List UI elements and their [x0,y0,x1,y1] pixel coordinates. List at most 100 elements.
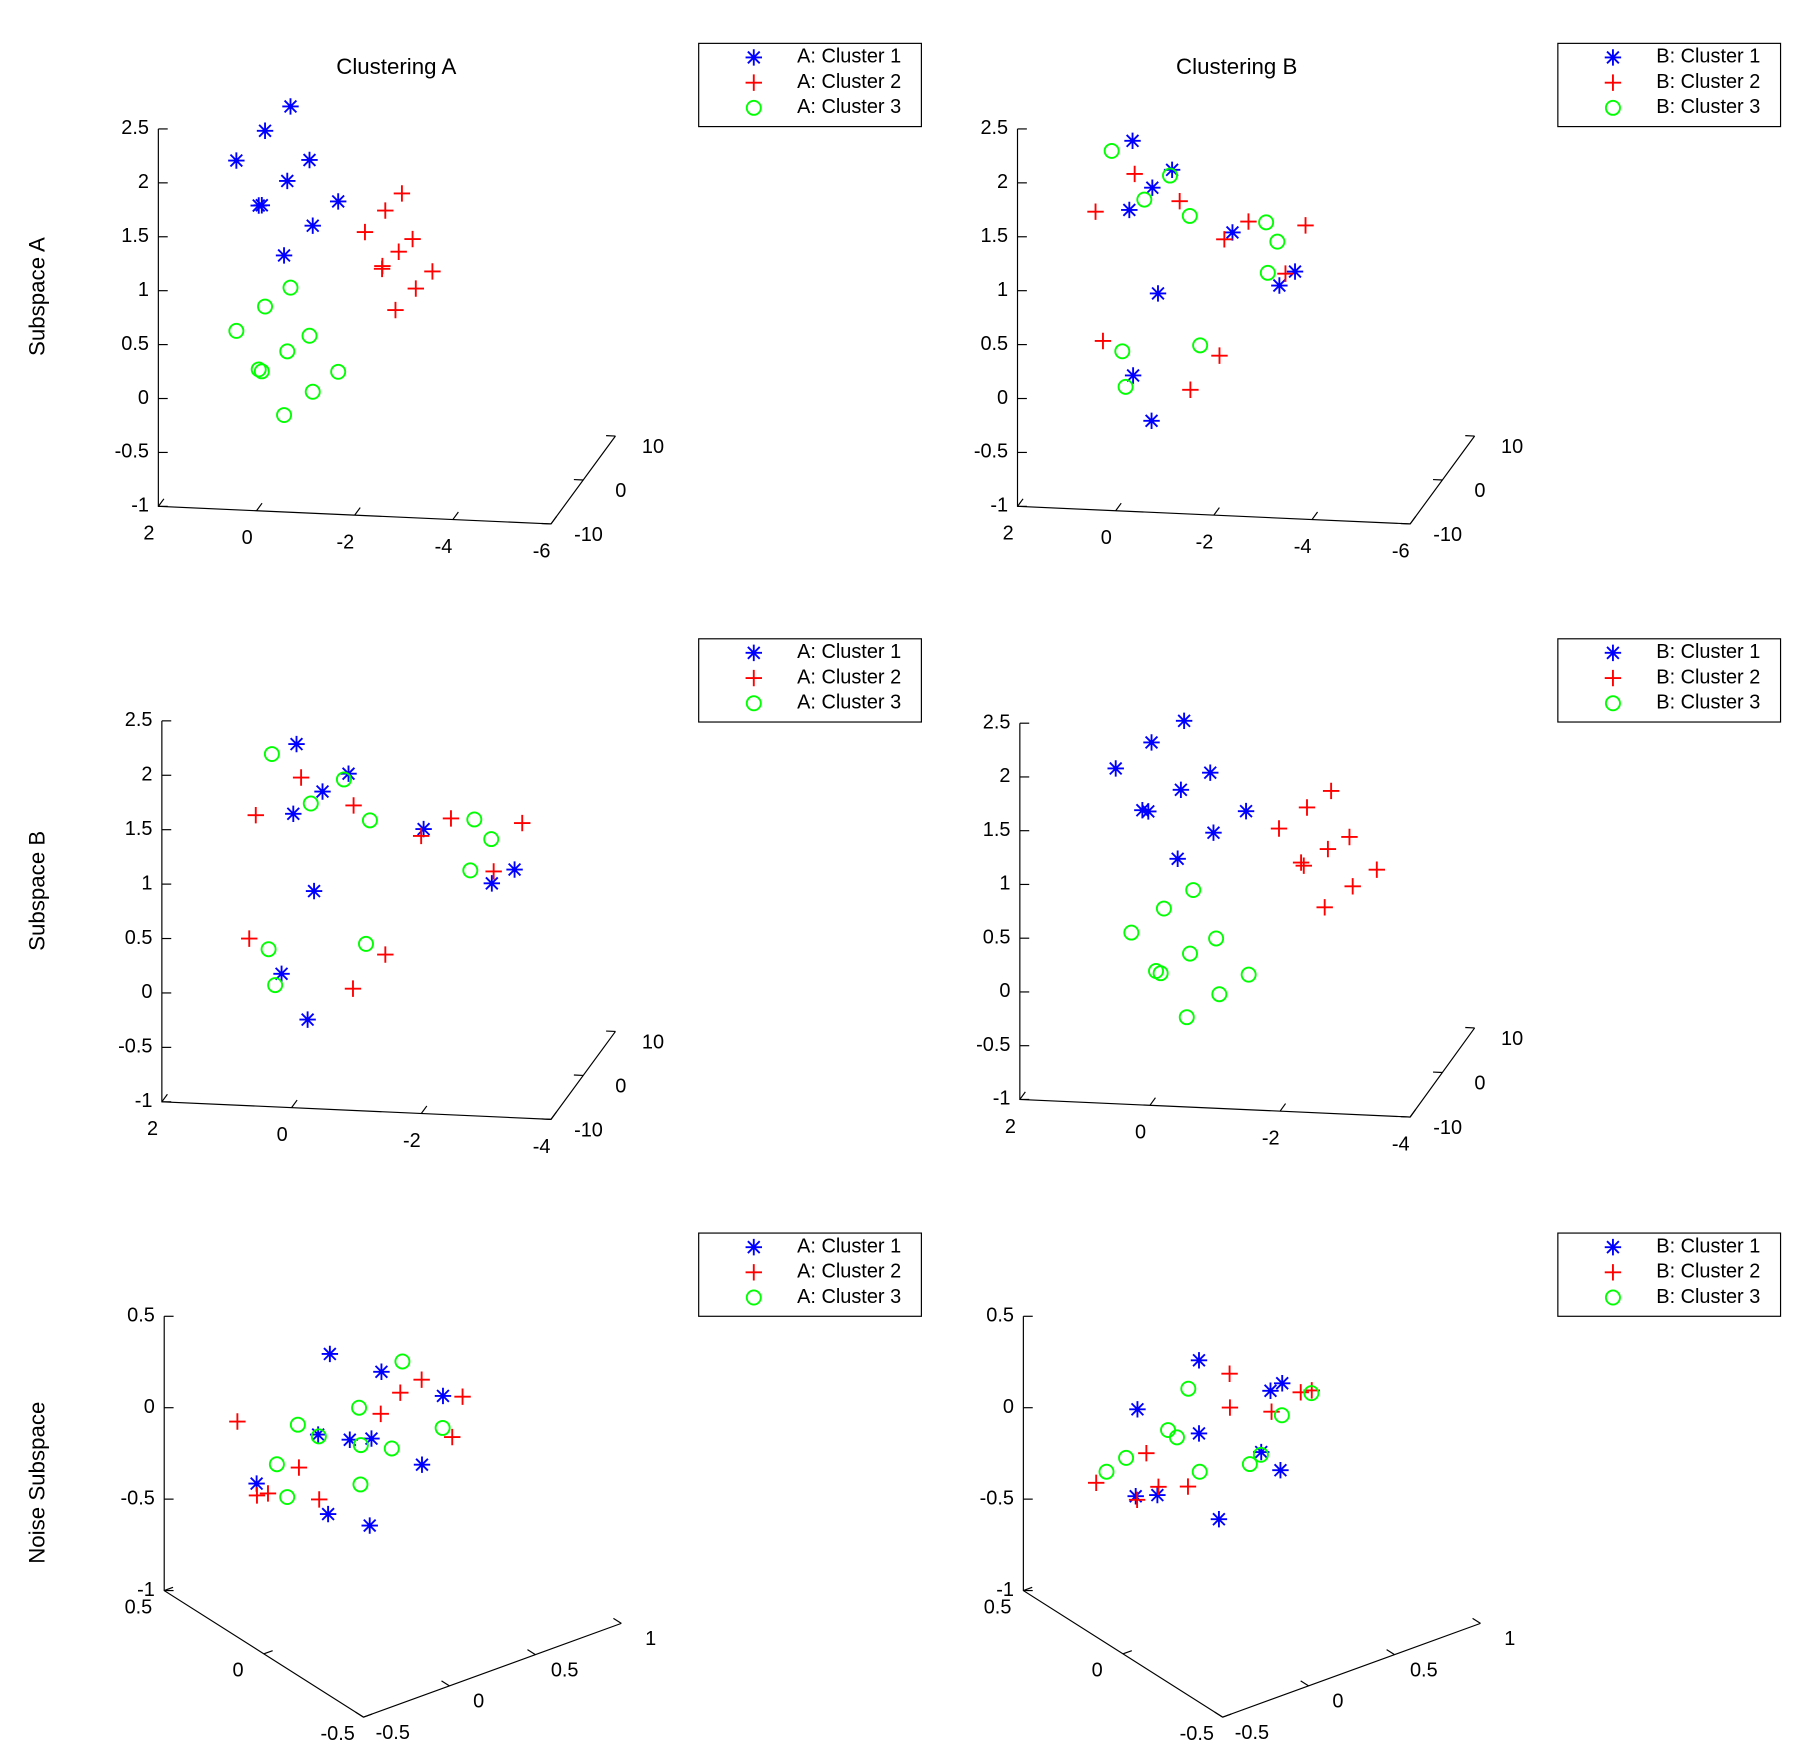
x-tick-label: 2 [1005,1116,1016,1138]
z-tick-label: 0 [997,387,1008,409]
z-tick-label: -1 [131,495,149,517]
y-tick-label: -10 [574,524,603,546]
marker [1272,1462,1289,1479]
marker [358,935,374,952]
marker [1143,734,1160,751]
x-tick [1311,511,1319,520]
marker [1150,1478,1167,1495]
marker [1118,1449,1135,1466]
marker [247,807,264,824]
x-tick [1279,1103,1287,1112]
y-tick [1472,1617,1481,1624]
marker [279,1489,296,1506]
x-tick-label: -4 [533,1136,551,1158]
marker [1269,233,1286,250]
marker [1134,802,1151,819]
x-tick [550,1111,558,1120]
z-tick-label: 2 [138,171,149,193]
legend-label: A: Cluster 3 [797,96,901,118]
x-tick-label: -6 [1392,540,1410,562]
marker [314,783,331,800]
x-tick-label: 0 [1092,1660,1103,1682]
x-tick [256,502,263,512]
y-tick [613,1617,622,1624]
marker [1171,192,1188,210]
marker [319,1505,337,1523]
z-tick-label: -1 [996,1579,1014,1601]
panel: -1 -0.5 0 0.5 1 1.5 2 2.5 2 0 -2 -4 -6 -10 0 10 Clusteri… [25,42,922,562]
marker [285,805,302,822]
marker [228,152,245,169]
marker [292,769,310,786]
marker [424,263,441,280]
axis-line [1016,128,1476,525]
marker [1128,1491,1146,1509]
marker [1143,412,1160,430]
marker [1292,1384,1309,1401]
z-tick-label: 2 [999,765,1010,787]
legend-marker [745,1264,762,1281]
marker [310,1491,328,1508]
legend-marker [745,99,762,116]
x-tick-label: 0.5 [984,1596,1012,1618]
x-tick-label: -4 [1294,536,1312,558]
marker [1191,1463,1208,1480]
marker [1179,1478,1197,1495]
marker [250,361,267,378]
x-tick [1019,1091,1026,1100]
z-tick-label: 1.5 [983,819,1011,841]
z-tick-label: 2.5 [980,117,1008,139]
marker [275,247,293,264]
marker [1241,1456,1258,1473]
legend-marker [745,74,762,91]
marker [341,1431,358,1448]
marker [1127,1488,1144,1505]
legend-marker [745,49,762,66]
x-tick [1409,1109,1417,1118]
y-tick-label: 1 [1504,1628,1515,1650]
legend-marker [1604,74,1622,91]
panel: -1 -0.5 0 0.5 1 1.5 2 2.5 2 0 -2 -4 -10 0 10 Subspace B… [25,638,922,1158]
x-tick-label: -4 [435,536,453,558]
legend-marker [1604,669,1622,687]
legend-box [698,42,922,128]
x-tick [1115,502,1122,512]
legend-label: A: Cluster 1 [797,641,901,663]
marker [1148,963,1164,979]
y-tick-label: 0.5 [551,1659,579,1681]
marker [1253,1443,1270,1461]
marker [1277,265,1294,282]
x-tick-label: -2 [336,532,354,554]
marker [363,1430,380,1447]
marker [506,861,523,878]
y-tick-label: 0 [615,480,626,502]
marker [279,343,296,360]
marker [279,172,296,190]
marker [413,1371,430,1388]
marker [1144,179,1161,196]
marker [1182,381,1199,398]
z-tick-label: 0.5 [125,927,153,949]
marker [1190,1425,1208,1442]
z-tick-label: -1 [137,1579,155,1601]
x-tick-label: -4 [1392,1133,1410,1155]
x-tick [263,1650,273,1655]
marker [373,1363,390,1380]
marker [1221,1399,1239,1416]
marker [1286,263,1304,280]
marker [377,202,394,219]
marker [288,735,305,753]
legend-label: A: Cluster 3 [797,692,901,714]
marker [335,771,352,788]
marker [1123,924,1140,941]
marker [1273,1407,1290,1424]
marker [1270,820,1288,837]
z-tick-label: 2 [997,171,1008,193]
marker [310,1428,327,1445]
marker [257,298,274,315]
legend-label: B: Cluster 2 [1656,666,1760,688]
row-label: Subspace B [25,831,50,951]
marker [387,301,404,319]
legend-label: A: Cluster 1 [797,1235,901,1257]
marker [263,746,280,763]
